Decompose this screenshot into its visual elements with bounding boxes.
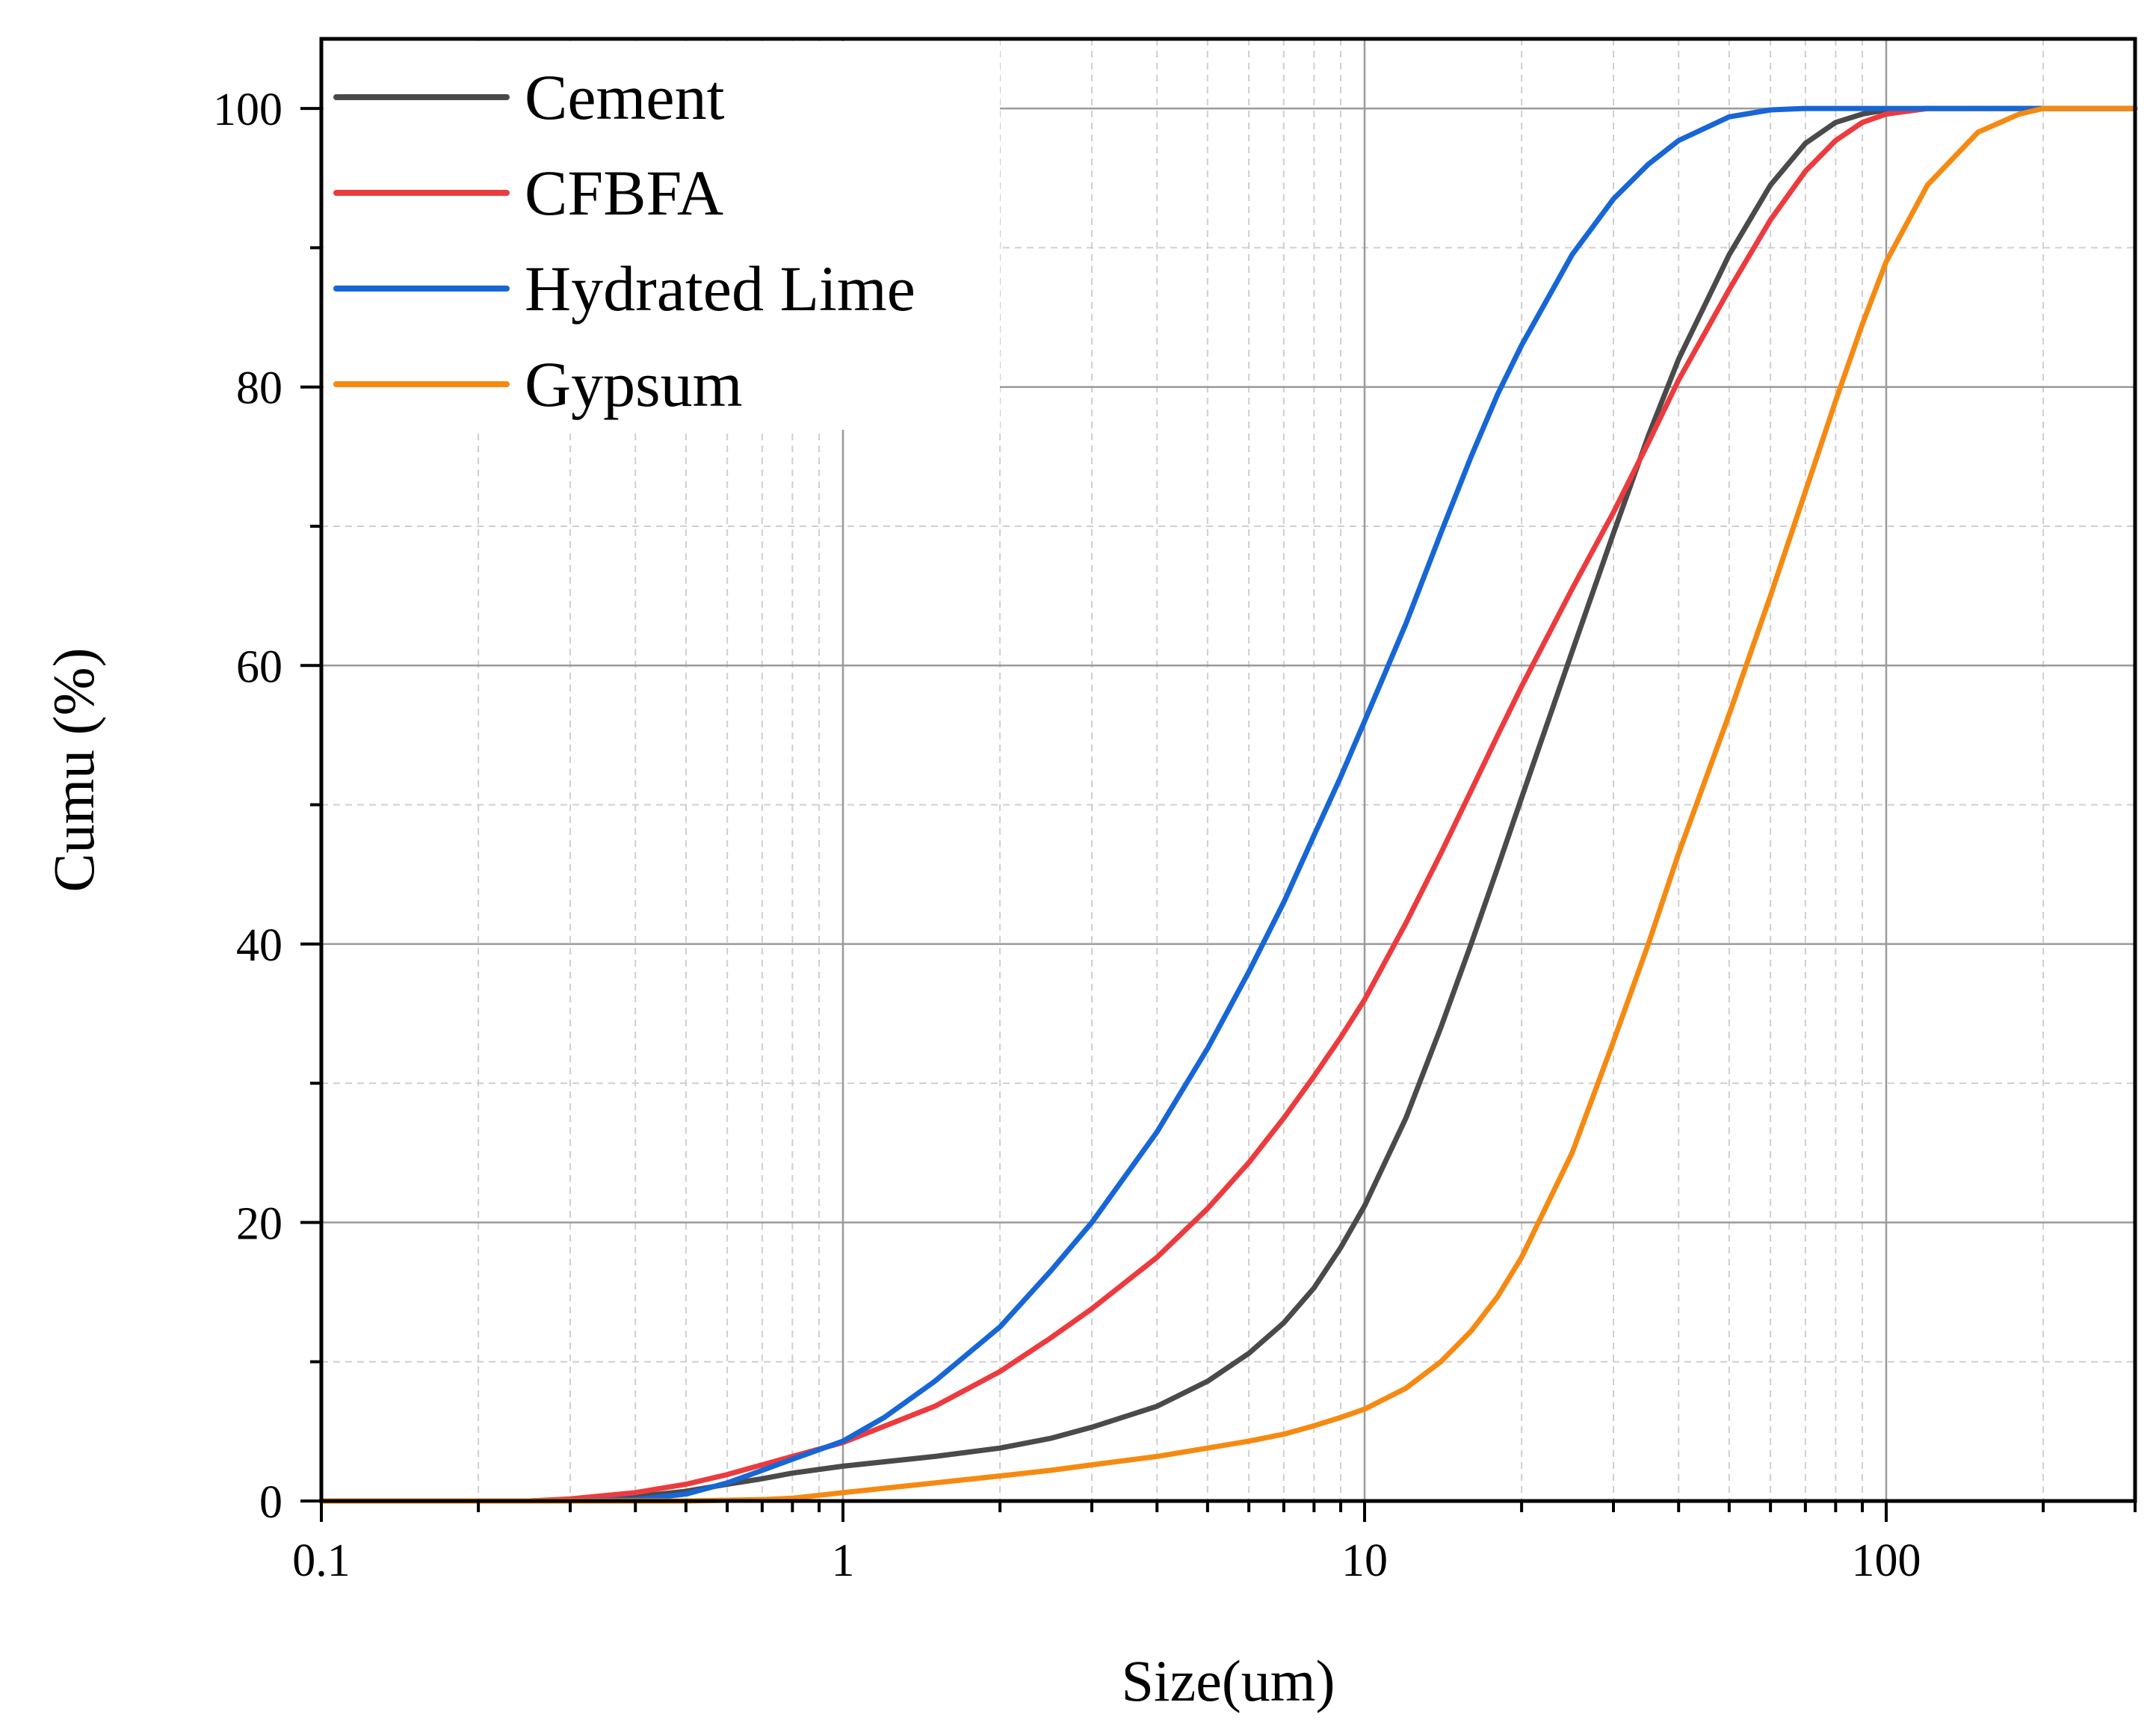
series-line-cement	[318, 105, 2138, 1504]
series-line-cfbfa	[318, 105, 2138, 1504]
legend-label: Cement	[525, 61, 725, 133]
x-tick-label: 1	[831, 1535, 854, 1586]
y-tick-label: 40	[236, 920, 282, 971]
y-tick-label: 20	[236, 1198, 282, 1249]
x-tick-label: 100	[1851, 1535, 1921, 1586]
x-axis-title: Size(um)	[1122, 1648, 1335, 1713]
plot-frame	[319, 37, 2137, 1503]
legend-label: Hydrated Lime	[525, 253, 915, 324]
x-tick-label: 0.1	[292, 1535, 350, 1586]
series-line-gypsum	[318, 105, 2138, 1504]
axes: 0.1 1 10 100 0 20 40 60 80 100	[213, 84, 2137, 1586]
x-tick-label: 10	[1341, 1535, 1388, 1586]
y-tick-label: 100	[213, 84, 282, 135]
y-tick-label: 60	[236, 641, 282, 692]
legend: Cement CFBFA Hydrated Lime Gypsum	[333, 61, 915, 420]
legend-box	[324, 41, 1000, 430]
y-axis-title: Cumu (%)	[41, 647, 106, 892]
legend-label: Gypsum	[525, 348, 742, 420]
y-tick-label: 80	[236, 363, 282, 414]
series-lines	[318, 105, 2138, 1504]
y-tick-label: 0	[259, 1477, 282, 1528]
series-line-hydrated-lime	[318, 105, 2138, 1504]
legend-label: CFBFA	[525, 157, 723, 229]
